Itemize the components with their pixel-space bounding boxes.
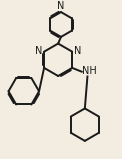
Text: NH: NH [82, 66, 97, 76]
Text: N: N [57, 1, 65, 11]
Text: N: N [35, 46, 43, 56]
Text: N: N [74, 46, 81, 56]
